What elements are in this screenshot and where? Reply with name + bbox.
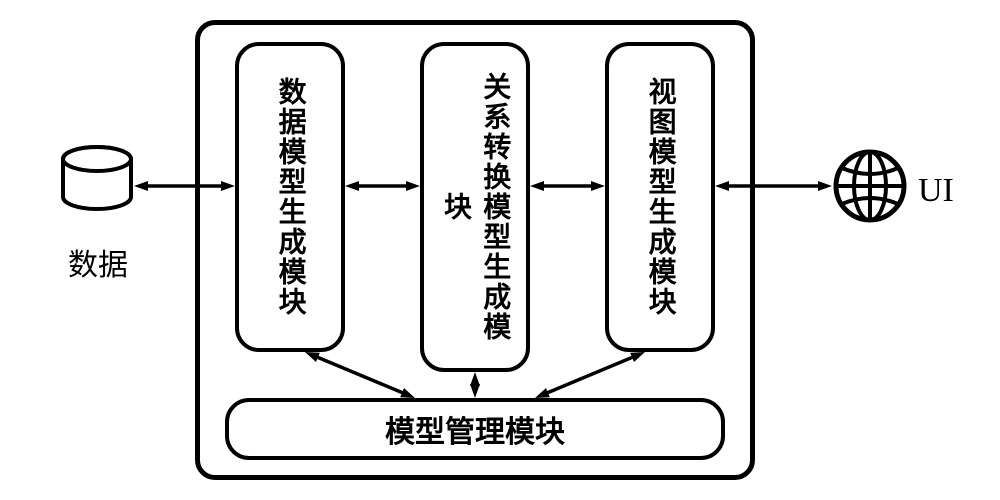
data-model-gen-module: 数据模型生成模块 bbox=[235, 42, 345, 352]
architecture-diagram: 数据 UI 数据模型生成模块 关系转换模型生成模块 视图模型生成模块 模型管理模… bbox=[0, 0, 1000, 500]
data-model-gen-label: 数据模型生成模块 bbox=[270, 77, 309, 317]
view-model-gen-module: 视图模型生成模块 bbox=[605, 42, 715, 352]
relation-transform-model-gen-module: 关系转换模型生成模块 bbox=[420, 42, 530, 372]
relation-transform-label: 关系转换模型生成模块 bbox=[436, 58, 514, 356]
model-management-module: 模型管理模块 bbox=[225, 398, 725, 460]
view-model-gen-label: 视图模型生成模块 bbox=[640, 77, 679, 317]
ui-label: UI bbox=[918, 172, 954, 210]
database-label: 数据 bbox=[68, 240, 128, 284]
model-management-label: 模型管理模块 bbox=[385, 407, 565, 451]
database-icon bbox=[60, 145, 135, 220]
globe-icon bbox=[832, 148, 908, 229]
